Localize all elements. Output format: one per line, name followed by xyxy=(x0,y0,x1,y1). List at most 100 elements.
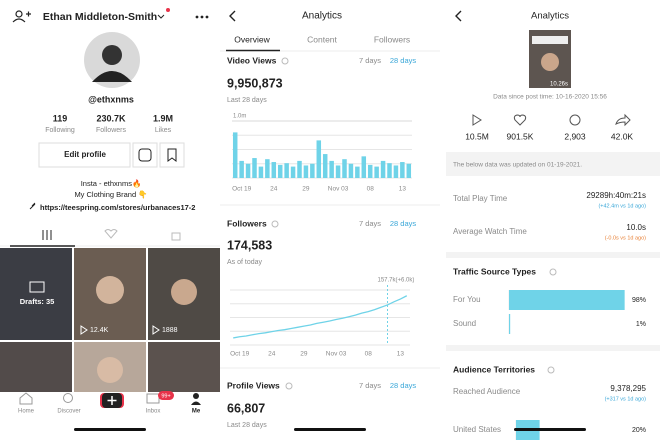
video-thumbnail[interactable] xyxy=(0,342,72,392)
range-option[interactable]: 7 days xyxy=(359,219,381,228)
x-tick-label: 29 xyxy=(302,186,310,193)
plus-icon xyxy=(107,396,117,405)
section-title: Audience Territories xyxy=(453,364,535,374)
analytics-panel: Analytics Overview Content Followers Vid… xyxy=(220,10,440,431)
profile-link[interactable]: https://teespring.com/stores/urbanaces17… xyxy=(40,203,195,212)
stat-label: Reached Audience xyxy=(453,387,521,396)
x-tick-label: Nov 03 xyxy=(328,186,349,193)
x-tick-label: Oct 19 xyxy=(230,351,250,358)
bar xyxy=(387,163,392,178)
stat-value[interactable]: 230.7K xyxy=(96,113,126,123)
bio-line: Insta - ethxnms🔥 xyxy=(81,179,142,188)
bar xyxy=(265,159,270,178)
update-banner xyxy=(446,152,660,176)
info-icon[interactable] xyxy=(285,382,293,390)
back-button[interactable] xyxy=(455,10,462,22)
stat-value: 29289h:40m:21s xyxy=(586,191,646,200)
bio-line: My Clothing Brand 👇 xyxy=(74,190,147,199)
bookmark-button[interactable] xyxy=(159,142,185,168)
metric: 2,903 xyxy=(564,131,586,141)
bar xyxy=(297,160,302,178)
bar xyxy=(393,165,399,178)
drafts-icon xyxy=(29,281,45,293)
stat-label: Likes xyxy=(155,127,172,134)
metric: 10.5M xyxy=(465,131,489,141)
inbox-icon[interactable] xyxy=(146,393,160,404)
liked-tab-icon[interactable] xyxy=(104,229,118,239)
info-icon[interactable] xyxy=(271,220,279,228)
tab[interactable]: Overview xyxy=(234,34,270,44)
grid-tab-icon[interactable] xyxy=(42,230,52,240)
stat-value: 10.0s xyxy=(626,223,646,232)
note: Last 28 days xyxy=(227,97,267,104)
thumbnail-face xyxy=(96,276,124,304)
bar xyxy=(245,163,251,178)
x-tick-label: 13 xyxy=(397,351,405,358)
note: As of today xyxy=(227,259,263,266)
tab[interactable]: Content xyxy=(307,34,337,44)
range-option[interactable]: 28 days xyxy=(390,381,417,390)
since-note: Data since post time: 10-16-2020 15:56 xyxy=(493,94,607,101)
bookmark-icon xyxy=(167,148,177,162)
range-option[interactable]: 28 days xyxy=(390,56,417,65)
bar xyxy=(509,314,511,334)
instagram-icon xyxy=(138,148,152,162)
video-thumbnail[interactable] xyxy=(148,342,220,392)
bar xyxy=(367,164,373,178)
info-icon[interactable] xyxy=(281,57,289,65)
range-option[interactable]: 7 days xyxy=(359,381,381,390)
thumbnail-face xyxy=(171,279,197,305)
bar xyxy=(361,156,367,178)
me-icon-body xyxy=(191,401,201,405)
more-icon[interactable] xyxy=(195,15,209,19)
y-tick-label: 1.0m xyxy=(233,114,246,120)
add-friend-icon[interactable] xyxy=(12,10,31,23)
video-duration: 10.26s xyxy=(550,82,568,88)
thumbnail-caption xyxy=(532,36,568,44)
bar xyxy=(509,290,625,310)
separator xyxy=(446,345,660,351)
update-note: The below data was updated on 01-19-2021… xyxy=(453,162,582,169)
stat-value: 9,378,295 xyxy=(610,384,646,393)
x-tick-label: 24 xyxy=(270,186,278,193)
play-icon xyxy=(80,325,88,335)
bar xyxy=(374,166,379,178)
info-icon[interactable] xyxy=(549,268,557,276)
total: 174,583 xyxy=(227,238,272,252)
chevron[interactable] xyxy=(157,14,165,19)
inbox-badge xyxy=(158,391,174,400)
stat-change: (+42.4m vs 1d ago) xyxy=(598,203,646,209)
stat-value[interactable]: 119 xyxy=(53,113,68,123)
private-tab-icon[interactable] xyxy=(171,232,181,241)
stat-value[interactable]: 1.9M xyxy=(153,113,173,123)
value-label: 98% xyxy=(632,297,646,304)
range-option[interactable]: 28 days xyxy=(390,219,417,228)
annotation: 157.7k(+6.0k) xyxy=(378,278,415,284)
me-icon[interactable] xyxy=(193,393,199,399)
discover-icon[interactable] xyxy=(63,393,73,403)
x-tick-label: 13 xyxy=(399,186,407,193)
x-tick-label: 08 xyxy=(367,186,375,193)
value-label: 1% xyxy=(636,321,646,328)
thumbnail-face xyxy=(97,357,123,383)
home-icon[interactable] xyxy=(19,392,33,405)
nav-label: Discover xyxy=(57,409,80,415)
nav-label: Inbox xyxy=(146,409,161,415)
nav-label: Me xyxy=(192,409,201,415)
range-option[interactable]: 7 days xyxy=(359,56,381,65)
edit-profile-button[interactable] xyxy=(38,142,131,168)
tab[interactable]: Followers xyxy=(374,34,410,44)
bar xyxy=(316,140,322,178)
instagram-button[interactable] xyxy=(132,142,158,168)
bar xyxy=(355,166,360,178)
bar xyxy=(342,159,347,178)
metric: 901.5K xyxy=(507,131,534,141)
bar xyxy=(252,158,257,178)
back-button[interactable] xyxy=(229,10,236,22)
views-icon xyxy=(472,114,482,126)
video-views: 1888 xyxy=(162,327,178,334)
video-views: 12.4K xyxy=(90,327,109,334)
x-tick-label: 24 xyxy=(268,351,276,358)
video-thumbnail[interactable] xyxy=(0,248,72,340)
info-icon[interactable] xyxy=(547,366,555,374)
